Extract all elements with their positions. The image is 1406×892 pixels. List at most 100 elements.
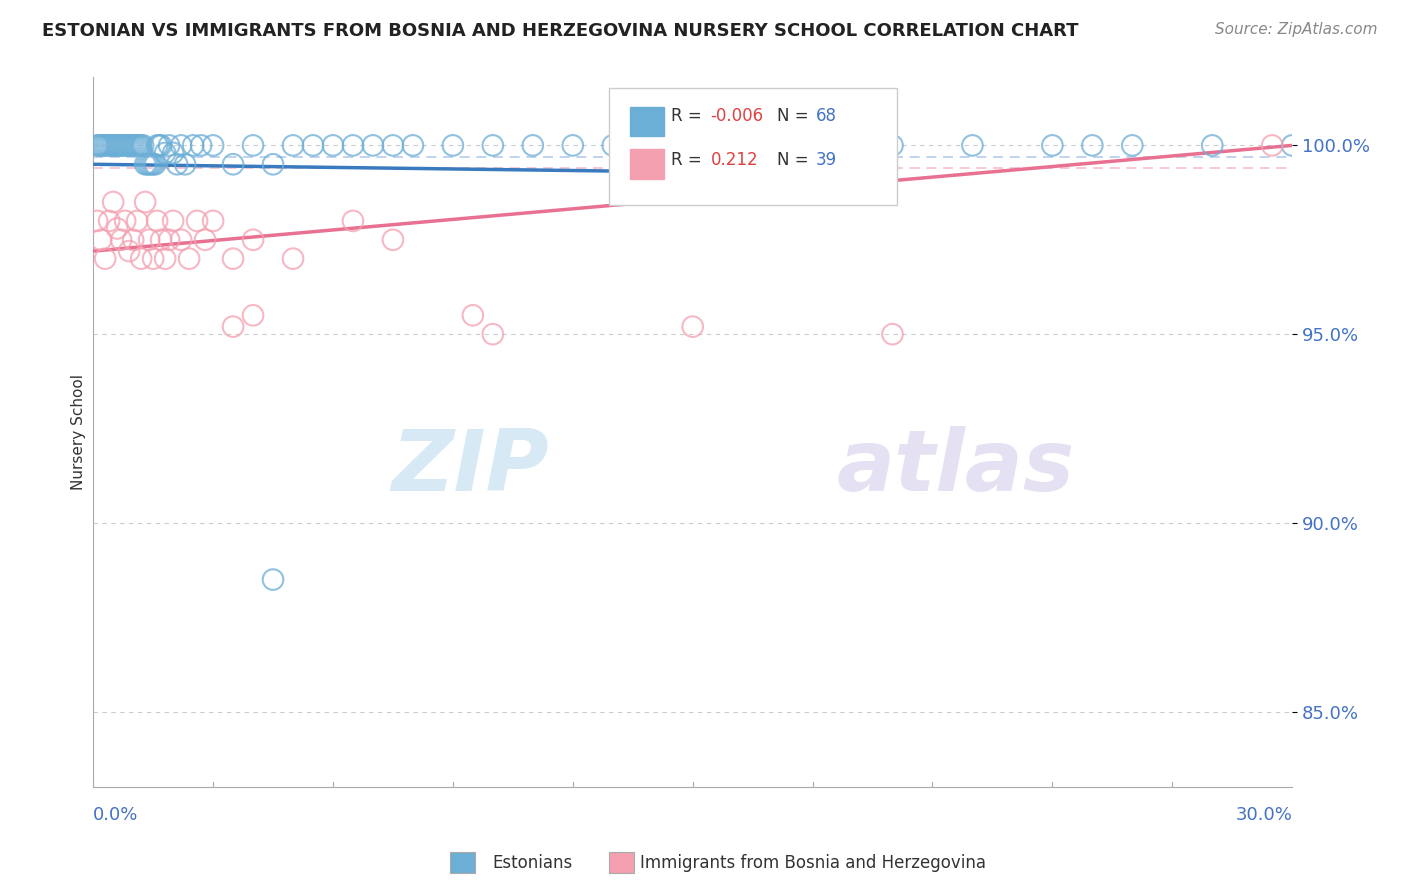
Point — [882, 327, 904, 342]
Text: Source: ZipAtlas.com: Source: ZipAtlas.com — [1215, 22, 1378, 37]
Point — [522, 138, 544, 153]
Point — [194, 233, 217, 247]
Point — [150, 138, 173, 153]
Point — [222, 252, 245, 266]
Point — [190, 138, 212, 153]
Point — [118, 138, 141, 153]
Point — [148, 138, 170, 153]
Point — [112, 138, 135, 153]
Point — [202, 214, 225, 228]
Point — [242, 308, 264, 322]
Point — [98, 214, 121, 228]
Point — [441, 138, 464, 153]
Text: ZIP: ZIP — [391, 426, 548, 509]
Point — [101, 194, 124, 209]
Point — [89, 138, 111, 153]
Point — [157, 138, 180, 153]
Point — [721, 138, 744, 153]
Point — [136, 157, 159, 171]
Point — [882, 138, 904, 153]
Point — [170, 233, 193, 247]
Point — [262, 157, 284, 171]
FancyBboxPatch shape — [630, 149, 664, 179]
Text: R =: R = — [671, 152, 707, 169]
Point — [222, 319, 245, 334]
Point — [157, 233, 180, 247]
Point — [342, 138, 364, 153]
Text: R =: R = — [671, 107, 707, 126]
Point — [1201, 138, 1223, 153]
Point — [134, 194, 156, 209]
Point — [94, 252, 117, 266]
Text: Estonians: Estonians — [492, 854, 572, 871]
Point — [132, 138, 155, 153]
Point — [170, 138, 193, 153]
Point — [115, 138, 138, 153]
Point — [120, 138, 142, 153]
Point — [342, 214, 364, 228]
Point — [762, 138, 785, 153]
Point — [124, 138, 146, 153]
Point — [381, 233, 404, 247]
Text: Immigrants from Bosnia and Herzegovina: Immigrants from Bosnia and Herzegovina — [640, 854, 986, 871]
Point — [105, 138, 128, 153]
FancyBboxPatch shape — [630, 106, 664, 136]
Point — [186, 214, 208, 228]
Point — [821, 138, 844, 153]
Point — [177, 252, 200, 266]
Point — [127, 138, 149, 153]
Point — [1040, 138, 1063, 153]
Text: N =: N = — [776, 152, 814, 169]
Point — [105, 221, 128, 235]
Point — [281, 138, 304, 153]
Point — [129, 138, 152, 153]
Point — [150, 233, 173, 247]
Point — [122, 138, 145, 153]
Point — [104, 138, 127, 153]
Point — [1081, 138, 1104, 153]
Point — [461, 308, 484, 322]
Text: 0.212: 0.212 — [710, 152, 758, 169]
Point — [108, 138, 131, 153]
Point — [110, 138, 132, 153]
Point — [139, 157, 162, 171]
Point — [962, 138, 984, 153]
Text: N =: N = — [776, 107, 814, 126]
Point — [402, 138, 425, 153]
Point — [242, 138, 264, 153]
Point — [128, 138, 150, 153]
Point — [90, 138, 112, 153]
Point — [129, 252, 152, 266]
Point — [94, 138, 117, 153]
Point — [100, 138, 122, 153]
Point — [86, 214, 108, 228]
Point — [86, 138, 108, 153]
Point — [1121, 138, 1143, 153]
Point — [127, 214, 149, 228]
Point — [162, 145, 184, 160]
Text: 68: 68 — [817, 107, 837, 126]
Point — [302, 138, 325, 153]
Point — [101, 138, 124, 153]
Point — [118, 244, 141, 259]
Point — [122, 233, 145, 247]
Point — [1281, 138, 1303, 153]
Point — [153, 252, 176, 266]
Point — [142, 157, 165, 171]
Point — [1261, 138, 1284, 153]
Point — [262, 573, 284, 587]
Point — [181, 138, 204, 153]
Point — [174, 157, 197, 171]
Point — [91, 138, 114, 153]
Point — [482, 138, 505, 153]
Point — [98, 138, 121, 153]
Point — [322, 138, 344, 153]
Point — [153, 145, 176, 160]
Point — [138, 233, 160, 247]
Point — [482, 327, 505, 342]
Text: ESTONIAN VS IMMIGRANTS FROM BOSNIA AND HERZEGOVINA NURSERY SCHOOL CORRELATION CH: ESTONIAN VS IMMIGRANTS FROM BOSNIA AND H… — [42, 22, 1078, 40]
Point — [96, 138, 118, 153]
Point — [381, 138, 404, 153]
Point — [114, 214, 136, 228]
Point — [138, 157, 160, 171]
